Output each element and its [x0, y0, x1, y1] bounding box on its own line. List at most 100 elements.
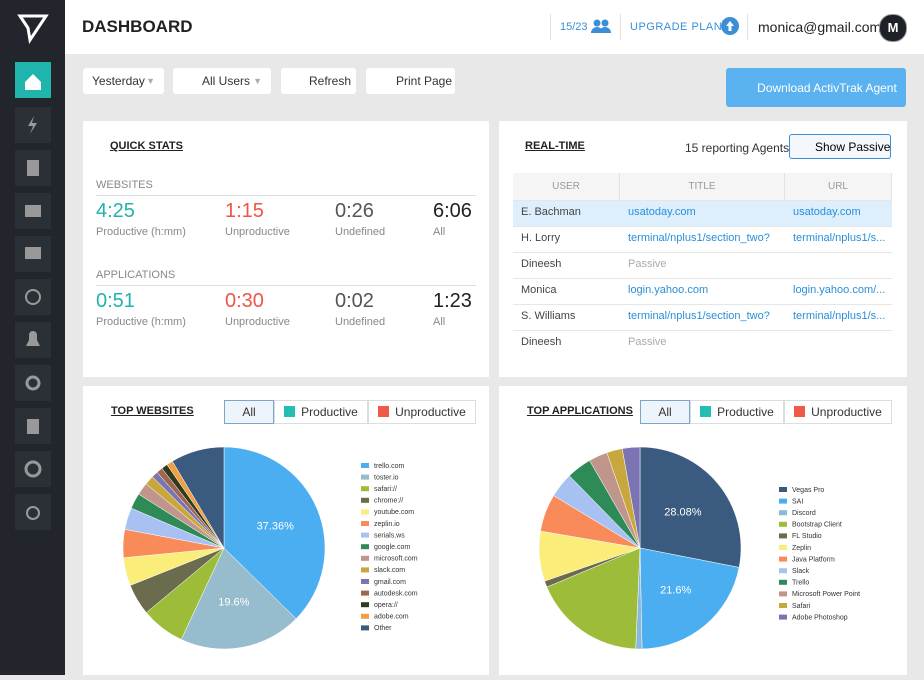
legend-swatch: [779, 498, 787, 504]
legend-swatch: [361, 463, 369, 468]
table-cell: usatoday.com: [793, 206, 861, 218]
stat-value: 4:25: [96, 200, 135, 222]
filter-swatch: [284, 406, 296, 417]
license-count[interactable]: 15/23: [560, 21, 588, 33]
legend-swatch: [779, 533, 787, 539]
filter-tab[interactable]: Productive: [690, 400, 784, 424]
divider: [620, 14, 621, 40]
legend-label: safari://: [374, 486, 397, 493]
users-icon: [591, 19, 611, 33]
pie-slice: [180, 547, 297, 650]
panel-title[interactable]: TOP WEBSITES: [111, 405, 194, 417]
legend-swatch: [361, 590, 369, 596]
caret: ▼: [253, 76, 262, 86]
users-dropdown[interactable]: All Users ▼: [173, 68, 271, 94]
stat-value: 1:23: [433, 290, 472, 312]
panel-title[interactable]: REAL-TIME: [525, 140, 585, 152]
legend-swatch: [779, 614, 787, 620]
stat-value: 0:02: [335, 290, 374, 312]
legend-swatch: [361, 509, 369, 515]
legend-label: SAI: [792, 498, 803, 505]
table-cell: Passive: [628, 258, 667, 270]
section-label: WEBSITES: [96, 179, 153, 191]
panel-title[interactable]: TOP APPLICATIONS: [527, 405, 633, 417]
home-icon: [25, 74, 41, 90]
legend-swatch: [361, 497, 369, 503]
download-button[interactable]: Download ActivTrak Agent: [726, 68, 906, 107]
users-label: All Users: [202, 74, 251, 88]
table-cell: S. Williams: [521, 310, 576, 322]
legend-label: Microsoft Power Point: [792, 591, 860, 598]
sidebar-icons: [15, 14, 51, 530]
realtime-panel: REAL-TIME 15 reporting Agents Show Passi…: [499, 121, 907, 377]
refresh-button[interactable]: Refresh: [281, 68, 356, 94]
quick-stats-panel: QUICK STATS WEBSITES 4:25 Productive (h:mm)…: [83, 121, 489, 377]
filter-swatch: [794, 406, 806, 417]
legend-label: Trello: [792, 580, 809, 587]
legend-swatch: [779, 521, 787, 527]
filter-label: Productive: [301, 405, 358, 419]
legend-swatch: [779, 487, 787, 492]
sidebar: [0, 0, 65, 675]
stat-label: Productive (h:mm): [96, 226, 186, 238]
filter-swatch: [700, 406, 712, 417]
column-header: URL: [785, 173, 892, 200]
stat-label: Undefined: [335, 226, 386, 238]
divider: [747, 14, 748, 40]
legend-label: google.com: [374, 544, 410, 551]
table-cell: terminal/nplus1/section_two?: [628, 232, 770, 244]
user-email[interactable]: monica@gmail.com: [758, 19, 882, 35]
table-cell: terminal/nplus1/section_two?: [628, 310, 770, 322]
filter-tab[interactable]: All: [640, 400, 690, 424]
date-label: Yesterday: [92, 74, 145, 88]
nav-icons: [15, 107, 51, 530]
stat-label: All: [433, 316, 446, 328]
print-button[interactable]: Print Page: [366, 68, 455, 94]
legend-label: youtube.com: [374, 509, 414, 516]
stat-value: 0:26: [335, 200, 374, 222]
stat-label: Productive (h:mm): [96, 316, 186, 328]
table-cell: Dineesh: [521, 336, 562, 348]
legend-label: Java Platform: [792, 556, 835, 563]
legend-swatch: [779, 510, 787, 516]
legend-swatch: [779, 545, 787, 550]
column-header: TITLE: [620, 173, 785, 200]
stat-value: 1:15: [225, 200, 264, 222]
caret: ▼: [146, 76, 155, 86]
slice-label: 37.36%: [257, 520, 295, 532]
avatar[interactable]: M: [879, 14, 907, 42]
legend-label: toster.io: [374, 474, 399, 481]
table-cell: terminal/nplus1/s...: [793, 232, 886, 244]
show-passive-button[interactable]: Show Passive: [789, 134, 891, 159]
legend-swatch: [361, 532, 369, 538]
legend-swatch: [361, 579, 369, 584]
filter-tab[interactable]: All: [224, 400, 274, 424]
stat-label: Unproductive: [225, 316, 290, 328]
table-cell: Monica: [521, 284, 557, 296]
upgrade-link[interactable]: UPGRADE PLAN: [630, 21, 723, 33]
legend-label: Zeplin: [792, 545, 811, 552]
table-row: [513, 304, 892, 330]
print-label: Print Page: [396, 74, 453, 88]
date-dropdown[interactable]: Yesterday ▼: [83, 68, 164, 94]
legend-label: zeplin.io: [374, 521, 400, 528]
stat-value: 0:51: [96, 290, 135, 312]
legend-label: adobe.com: [374, 614, 409, 621]
table-cell: terminal/nplus1/s...: [793, 310, 886, 322]
legend-label: microsoft.com: [374, 556, 418, 563]
filter-tab[interactable]: Unproductive: [368, 400, 476, 424]
section-rule: [96, 195, 476, 196]
filter-tab[interactable]: Unproductive: [784, 400, 892, 424]
legend-label: Bootstrap Client: [792, 522, 842, 529]
table-row: [513, 330, 892, 356]
stat-label: Undefined: [335, 316, 386, 328]
panel-title[interactable]: QUICK STATS: [110, 140, 183, 152]
table-row: [513, 226, 892, 252]
agent-count: 15 reporting Agents: [685, 141, 790, 155]
pie-slice: [621, 446, 641, 549]
filter-tab[interactable]: Productive: [274, 400, 368, 424]
stat-label: All: [433, 226, 446, 238]
slice-label: 21.6%: [660, 584, 691, 596]
filter-swatch: [378, 406, 390, 417]
column-header: USER: [513, 173, 620, 200]
